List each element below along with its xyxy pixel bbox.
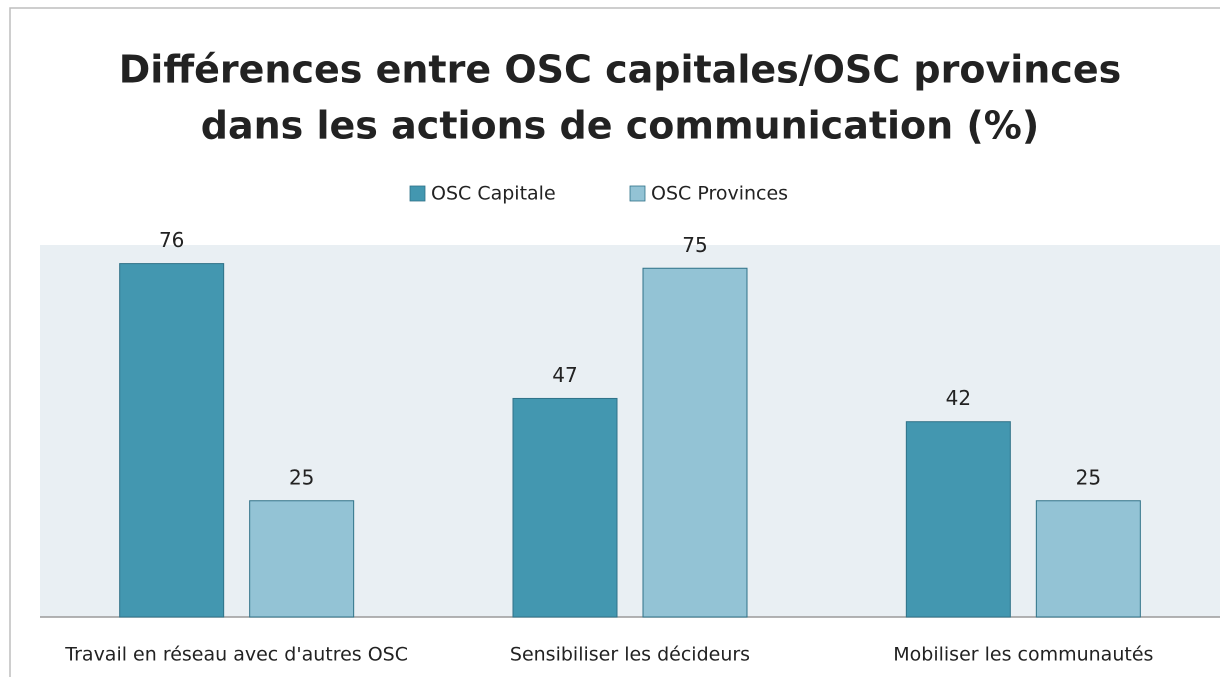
bar	[642, 267, 748, 618]
legend-label: OSC Capitale	[431, 183, 556, 205]
bar	[512, 397, 618, 618]
bar	[1035, 500, 1141, 618]
data-label: 76	[159, 228, 184, 252]
legend-label: OSC Provinces	[651, 183, 788, 205]
data-label: 25	[289, 465, 314, 489]
bar	[905, 421, 1011, 618]
data-label: 75	[682, 233, 707, 257]
legend-swatch	[629, 185, 646, 202]
x-tick-label: Sensibiliser les décideurs	[510, 644, 750, 666]
bar	[119, 263, 225, 618]
x-tick-label: Travail en réseau avec d'autres OSC	[64, 644, 408, 666]
chart-title: dans les actions de communication (%)	[201, 104, 1039, 148]
legend-swatch	[409, 185, 426, 202]
chart-title: Différences entre OSC capitales/OSC prov…	[119, 48, 1121, 92]
data-label: 25	[1076, 465, 1101, 489]
data-label: 47	[552, 363, 577, 387]
plot-area	[40, 245, 1220, 617]
data-label: 42	[946, 386, 971, 410]
bar	[249, 500, 355, 618]
x-tick-label: Mobiliser les communautés	[893, 644, 1153, 666]
